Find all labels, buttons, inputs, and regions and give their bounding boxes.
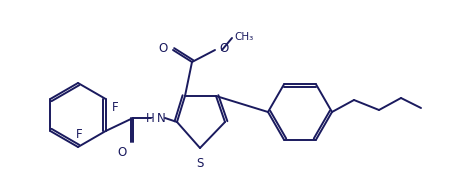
Text: S: S xyxy=(196,157,203,170)
Text: O: O xyxy=(218,43,228,55)
Text: F: F xyxy=(76,128,82,141)
Text: H: H xyxy=(146,112,155,124)
Text: O: O xyxy=(117,146,127,159)
Text: O: O xyxy=(158,43,167,55)
Text: F: F xyxy=(111,101,118,114)
Text: N: N xyxy=(157,112,165,124)
Text: CH₃: CH₃ xyxy=(233,32,253,42)
